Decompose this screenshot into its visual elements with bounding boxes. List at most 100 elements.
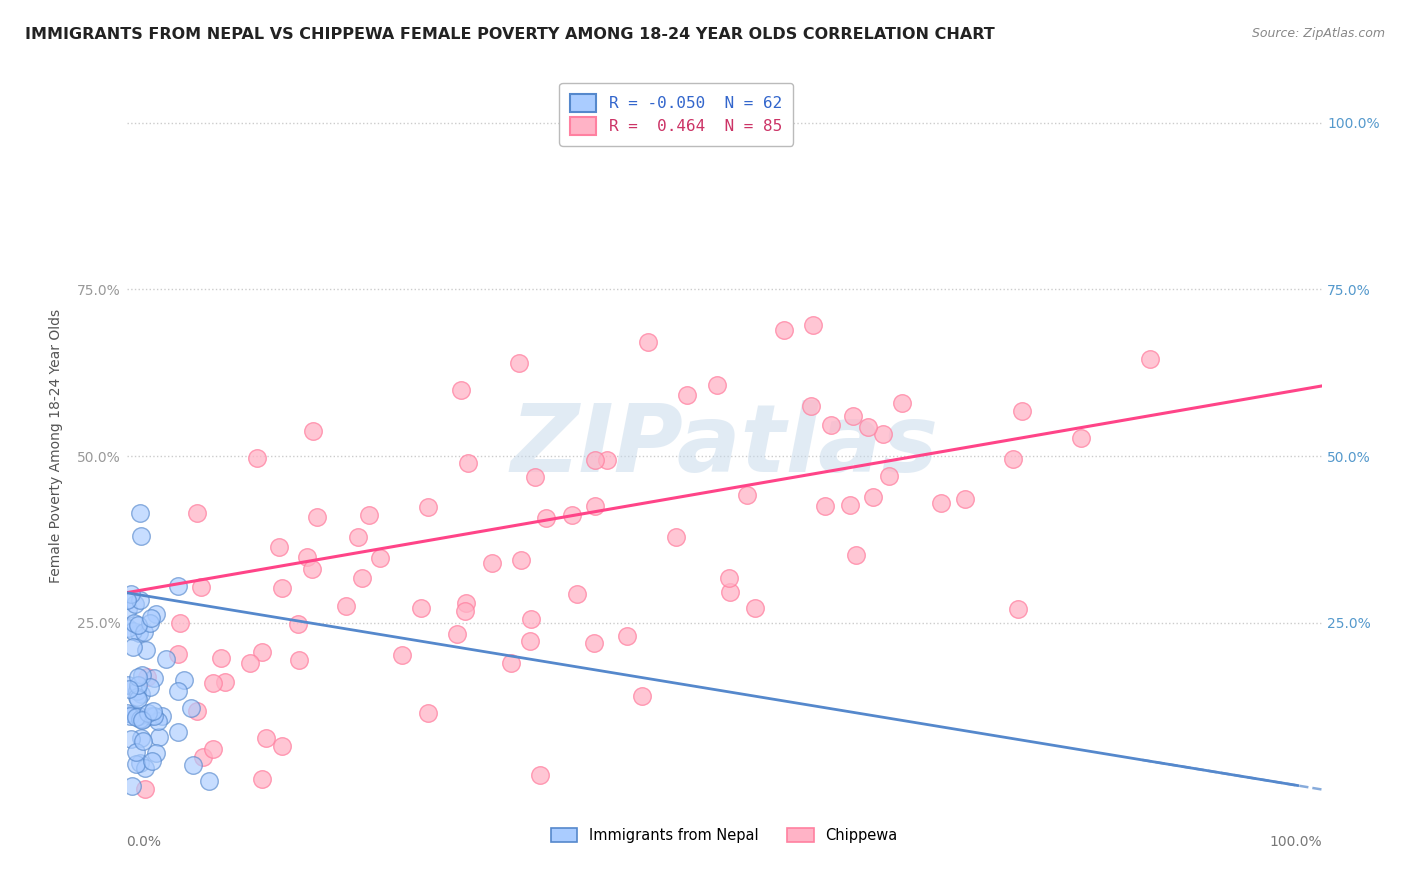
Point <box>416 706 439 721</box>
Point <box>115 593 138 607</box>
Point <box>287 653 309 667</box>
Text: 100.0%: 100.0% <box>1270 835 1322 849</box>
Point <box>125 683 148 698</box>
Point <box>534 511 557 525</box>
Point <box>561 508 583 522</box>
Point <box>858 420 880 434</box>
Point <box>676 388 699 402</box>
Point <box>955 492 977 507</box>
Point <box>583 453 606 467</box>
Point <box>197 773 219 788</box>
Point <box>773 323 796 337</box>
Point <box>519 611 541 625</box>
Point <box>717 571 740 585</box>
Point <box>167 579 190 593</box>
Point <box>813 499 835 513</box>
Point <box>127 618 149 632</box>
Point <box>125 745 148 759</box>
Text: ZIPatlas: ZIPatlas <box>510 400 938 492</box>
Point <box>446 627 468 641</box>
Point <box>246 450 269 465</box>
Point <box>335 599 357 614</box>
Point <box>250 772 273 786</box>
Point <box>1011 404 1033 418</box>
Text: IMMIGRANTS FROM NEPAL VS CHIPPEWA FEMALE POVERTY AMONG 18-24 YEAR OLDS CORRELATI: IMMIGRANTS FROM NEPAL VS CHIPPEWA FEMALE… <box>25 27 995 42</box>
Point <box>842 409 865 424</box>
Point <box>186 506 208 520</box>
Point <box>1002 452 1025 467</box>
Point <box>214 675 236 690</box>
Point <box>131 686 153 700</box>
Point <box>136 670 159 684</box>
Point <box>368 551 391 566</box>
Point <box>190 580 212 594</box>
Point <box>125 690 148 704</box>
Point <box>1070 431 1092 445</box>
Point <box>145 607 167 621</box>
Point <box>302 425 325 439</box>
Point <box>529 768 551 782</box>
Point <box>117 678 139 692</box>
Point <box>839 499 862 513</box>
Point <box>122 640 145 654</box>
Legend: Immigrants from Nepal, Chippewa: Immigrants from Nepal, Chippewa <box>544 822 904 849</box>
Point <box>501 657 523 671</box>
Point <box>523 470 546 484</box>
Point <box>391 648 413 663</box>
Point <box>148 730 170 744</box>
Point <box>457 456 479 470</box>
Point <box>127 678 149 692</box>
Point <box>352 571 374 585</box>
Point <box>890 396 912 410</box>
Point <box>254 731 277 745</box>
Point <box>127 692 149 706</box>
Point <box>931 496 953 510</box>
Point <box>142 704 165 718</box>
Point <box>131 731 153 745</box>
Text: Source: ZipAtlas.com: Source: ZipAtlas.com <box>1251 27 1385 40</box>
Point <box>845 548 868 562</box>
Point <box>202 741 225 756</box>
Point <box>138 616 160 631</box>
Point <box>180 701 202 715</box>
Point <box>167 647 190 661</box>
Point <box>411 601 433 615</box>
Point <box>665 530 688 544</box>
Point <box>128 506 150 520</box>
Point <box>720 585 742 599</box>
Point <box>146 714 169 728</box>
Point <box>706 377 728 392</box>
Point <box>118 709 141 723</box>
Point <box>169 616 191 631</box>
Point <box>307 510 329 524</box>
Point <box>1007 602 1029 616</box>
Point <box>820 418 842 433</box>
Point <box>128 671 150 685</box>
Point <box>582 636 605 650</box>
Point <box>250 645 273 659</box>
Point <box>145 746 167 760</box>
Point <box>128 625 150 640</box>
Text: 0.0%: 0.0% <box>127 835 162 849</box>
Point <box>301 562 323 576</box>
Point <box>128 708 150 723</box>
Point <box>129 529 152 543</box>
Point <box>191 749 214 764</box>
Point <box>132 712 155 726</box>
Point <box>1139 351 1161 366</box>
Point <box>800 399 823 413</box>
Point <box>167 725 190 739</box>
Point <box>508 356 530 370</box>
Point <box>125 756 148 771</box>
Point <box>735 488 758 502</box>
Point <box>510 553 533 567</box>
Point <box>173 673 195 688</box>
Point <box>357 508 380 522</box>
Point <box>121 706 143 721</box>
Point <box>862 490 884 504</box>
Point <box>637 334 659 349</box>
Point <box>567 587 589 601</box>
Point <box>122 616 145 631</box>
Point <box>131 734 153 748</box>
Point <box>155 652 177 666</box>
